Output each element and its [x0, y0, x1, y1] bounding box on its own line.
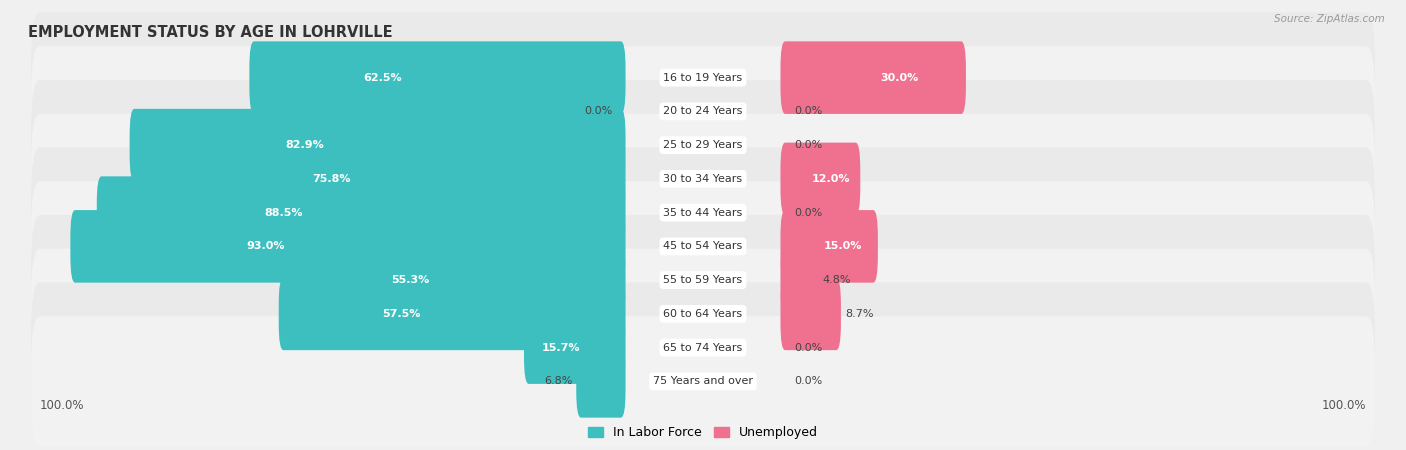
- Text: 55.3%: 55.3%: [391, 275, 429, 285]
- FancyBboxPatch shape: [31, 46, 1375, 176]
- FancyBboxPatch shape: [31, 316, 1375, 446]
- Text: 25 to 29 Years: 25 to 29 Years: [664, 140, 742, 150]
- FancyBboxPatch shape: [97, 176, 626, 249]
- Text: 6.8%: 6.8%: [544, 376, 572, 387]
- FancyBboxPatch shape: [31, 249, 1375, 379]
- Text: 93.0%: 93.0%: [247, 241, 285, 252]
- Text: 45 to 54 Years: 45 to 54 Years: [664, 241, 742, 252]
- Text: 55 to 59 Years: 55 to 59 Years: [664, 275, 742, 285]
- Text: 20 to 24 Years: 20 to 24 Years: [664, 106, 742, 117]
- Text: 0.0%: 0.0%: [794, 207, 823, 218]
- Text: 0.0%: 0.0%: [794, 140, 823, 150]
- FancyBboxPatch shape: [31, 80, 1375, 210]
- Text: 75.8%: 75.8%: [312, 174, 352, 184]
- FancyBboxPatch shape: [780, 41, 966, 114]
- Text: 0.0%: 0.0%: [794, 106, 823, 117]
- Text: EMPLOYMENT STATUS BY AGE IN LOHRVILLE: EMPLOYMENT STATUS BY AGE IN LOHRVILLE: [28, 25, 392, 40]
- Text: 15.0%: 15.0%: [823, 241, 862, 252]
- Legend: In Labor Force, Unemployed: In Labor Force, Unemployed: [583, 421, 823, 445]
- Text: 4.8%: 4.8%: [823, 275, 851, 285]
- FancyBboxPatch shape: [31, 148, 1375, 278]
- Text: 30.0%: 30.0%: [880, 72, 918, 83]
- Text: 16 to 19 Years: 16 to 19 Years: [664, 72, 742, 83]
- FancyBboxPatch shape: [780, 278, 841, 350]
- Text: 62.5%: 62.5%: [363, 72, 402, 83]
- Text: Source: ZipAtlas.com: Source: ZipAtlas.com: [1274, 14, 1385, 23]
- FancyBboxPatch shape: [31, 13, 1375, 143]
- Text: 8.7%: 8.7%: [845, 309, 873, 319]
- Text: 88.5%: 88.5%: [264, 207, 302, 218]
- FancyBboxPatch shape: [780, 210, 877, 283]
- Text: 57.5%: 57.5%: [382, 309, 420, 319]
- FancyBboxPatch shape: [31, 114, 1375, 244]
- Text: 15.7%: 15.7%: [541, 342, 581, 353]
- Text: 0.0%: 0.0%: [794, 342, 823, 353]
- FancyBboxPatch shape: [31, 283, 1375, 413]
- Text: 100.0%: 100.0%: [1322, 399, 1367, 412]
- FancyBboxPatch shape: [249, 41, 626, 114]
- Text: 100.0%: 100.0%: [39, 399, 84, 412]
- FancyBboxPatch shape: [31, 215, 1375, 345]
- FancyBboxPatch shape: [278, 278, 626, 350]
- Text: 60 to 64 Years: 60 to 64 Years: [664, 309, 742, 319]
- FancyBboxPatch shape: [780, 244, 818, 316]
- FancyBboxPatch shape: [780, 143, 860, 215]
- Text: 35 to 44 Years: 35 to 44 Years: [664, 207, 742, 218]
- FancyBboxPatch shape: [291, 244, 626, 316]
- Text: 30 to 34 Years: 30 to 34 Years: [664, 174, 742, 184]
- FancyBboxPatch shape: [172, 143, 626, 215]
- Text: 82.9%: 82.9%: [285, 140, 323, 150]
- Text: 75 Years and over: 75 Years and over: [652, 376, 754, 387]
- Text: 65 to 74 Years: 65 to 74 Years: [664, 342, 742, 353]
- FancyBboxPatch shape: [576, 345, 626, 418]
- FancyBboxPatch shape: [70, 210, 626, 283]
- Text: 0.0%: 0.0%: [794, 376, 823, 387]
- FancyBboxPatch shape: [31, 181, 1375, 311]
- Text: 12.0%: 12.0%: [811, 174, 851, 184]
- FancyBboxPatch shape: [524, 311, 626, 384]
- FancyBboxPatch shape: [129, 109, 626, 181]
- Text: 0.0%: 0.0%: [583, 106, 612, 117]
